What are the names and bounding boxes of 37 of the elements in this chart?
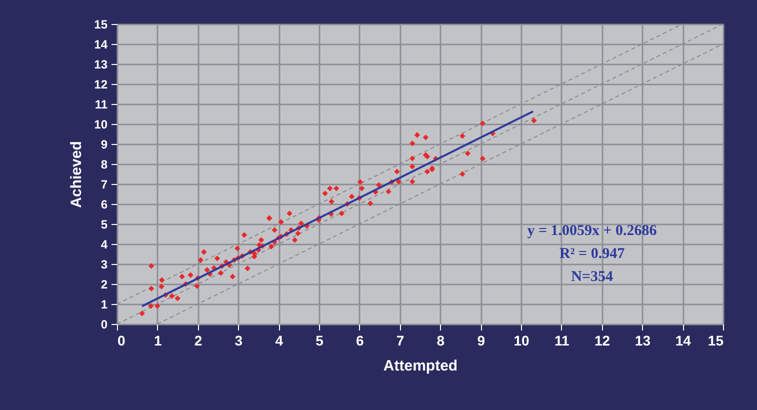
y-tick-label: 13 [94, 58, 108, 72]
y-tick-label: 1 [100, 298, 108, 312]
x-tick-label: 8 [436, 332, 445, 348]
x-tick-label: 3 [234, 332, 243, 348]
x-tick-label: 11 [554, 332, 570, 348]
y-axis-title: Achieved [68, 141, 86, 208]
x-tick-label: 2 [194, 332, 202, 348]
annotation: R² = 0.947 [559, 246, 626, 262]
x-tick-label: 9 [477, 332, 486, 348]
y-tick-label: 8 [100, 158, 108, 172]
y-tick-label: 2 [100, 278, 108, 292]
y-tick-label: 6 [100, 198, 108, 212]
y-tick-label: 11 [94, 98, 108, 112]
x-tick-label: 4 [275, 332, 284, 348]
y-tick-label: 12 [94, 78, 108, 92]
annotation: N=354 [571, 269, 614, 285]
x-tick-label: 0 [118, 332, 126, 348]
y-tick-label: 15 [94, 18, 108, 32]
x-tick-label: 12 [594, 332, 610, 348]
x-tick-label: 5 [316, 332, 324, 348]
y-tick-label: 9 [100, 138, 108, 152]
x-tick-label: 7 [396, 332, 404, 348]
y-tick-label: 0 [100, 318, 108, 332]
x-tick-label: 15 [708, 332, 724, 348]
y-tick-label: 4 [100, 238, 108, 252]
y-tick-label: 10 [94, 118, 108, 132]
x-tick-label: 13 [634, 332, 651, 348]
y-tick-label: 14 [94, 38, 108, 52]
x-tick-label: 10 [514, 332, 530, 348]
annotation: y = 1.0059x + 0.2686 [527, 223, 658, 239]
y-tick-label: 3 [100, 258, 108, 272]
x-tick-label: 6 [356, 332, 364, 348]
x-axis-title: Attempted [383, 358, 458, 374]
y-tick-label: 7 [100, 178, 108, 192]
y-tick-label: 5 [100, 218, 108, 232]
x-tick-label: 1 [154, 332, 162, 348]
x-tick-label: 14 [675, 332, 692, 348]
